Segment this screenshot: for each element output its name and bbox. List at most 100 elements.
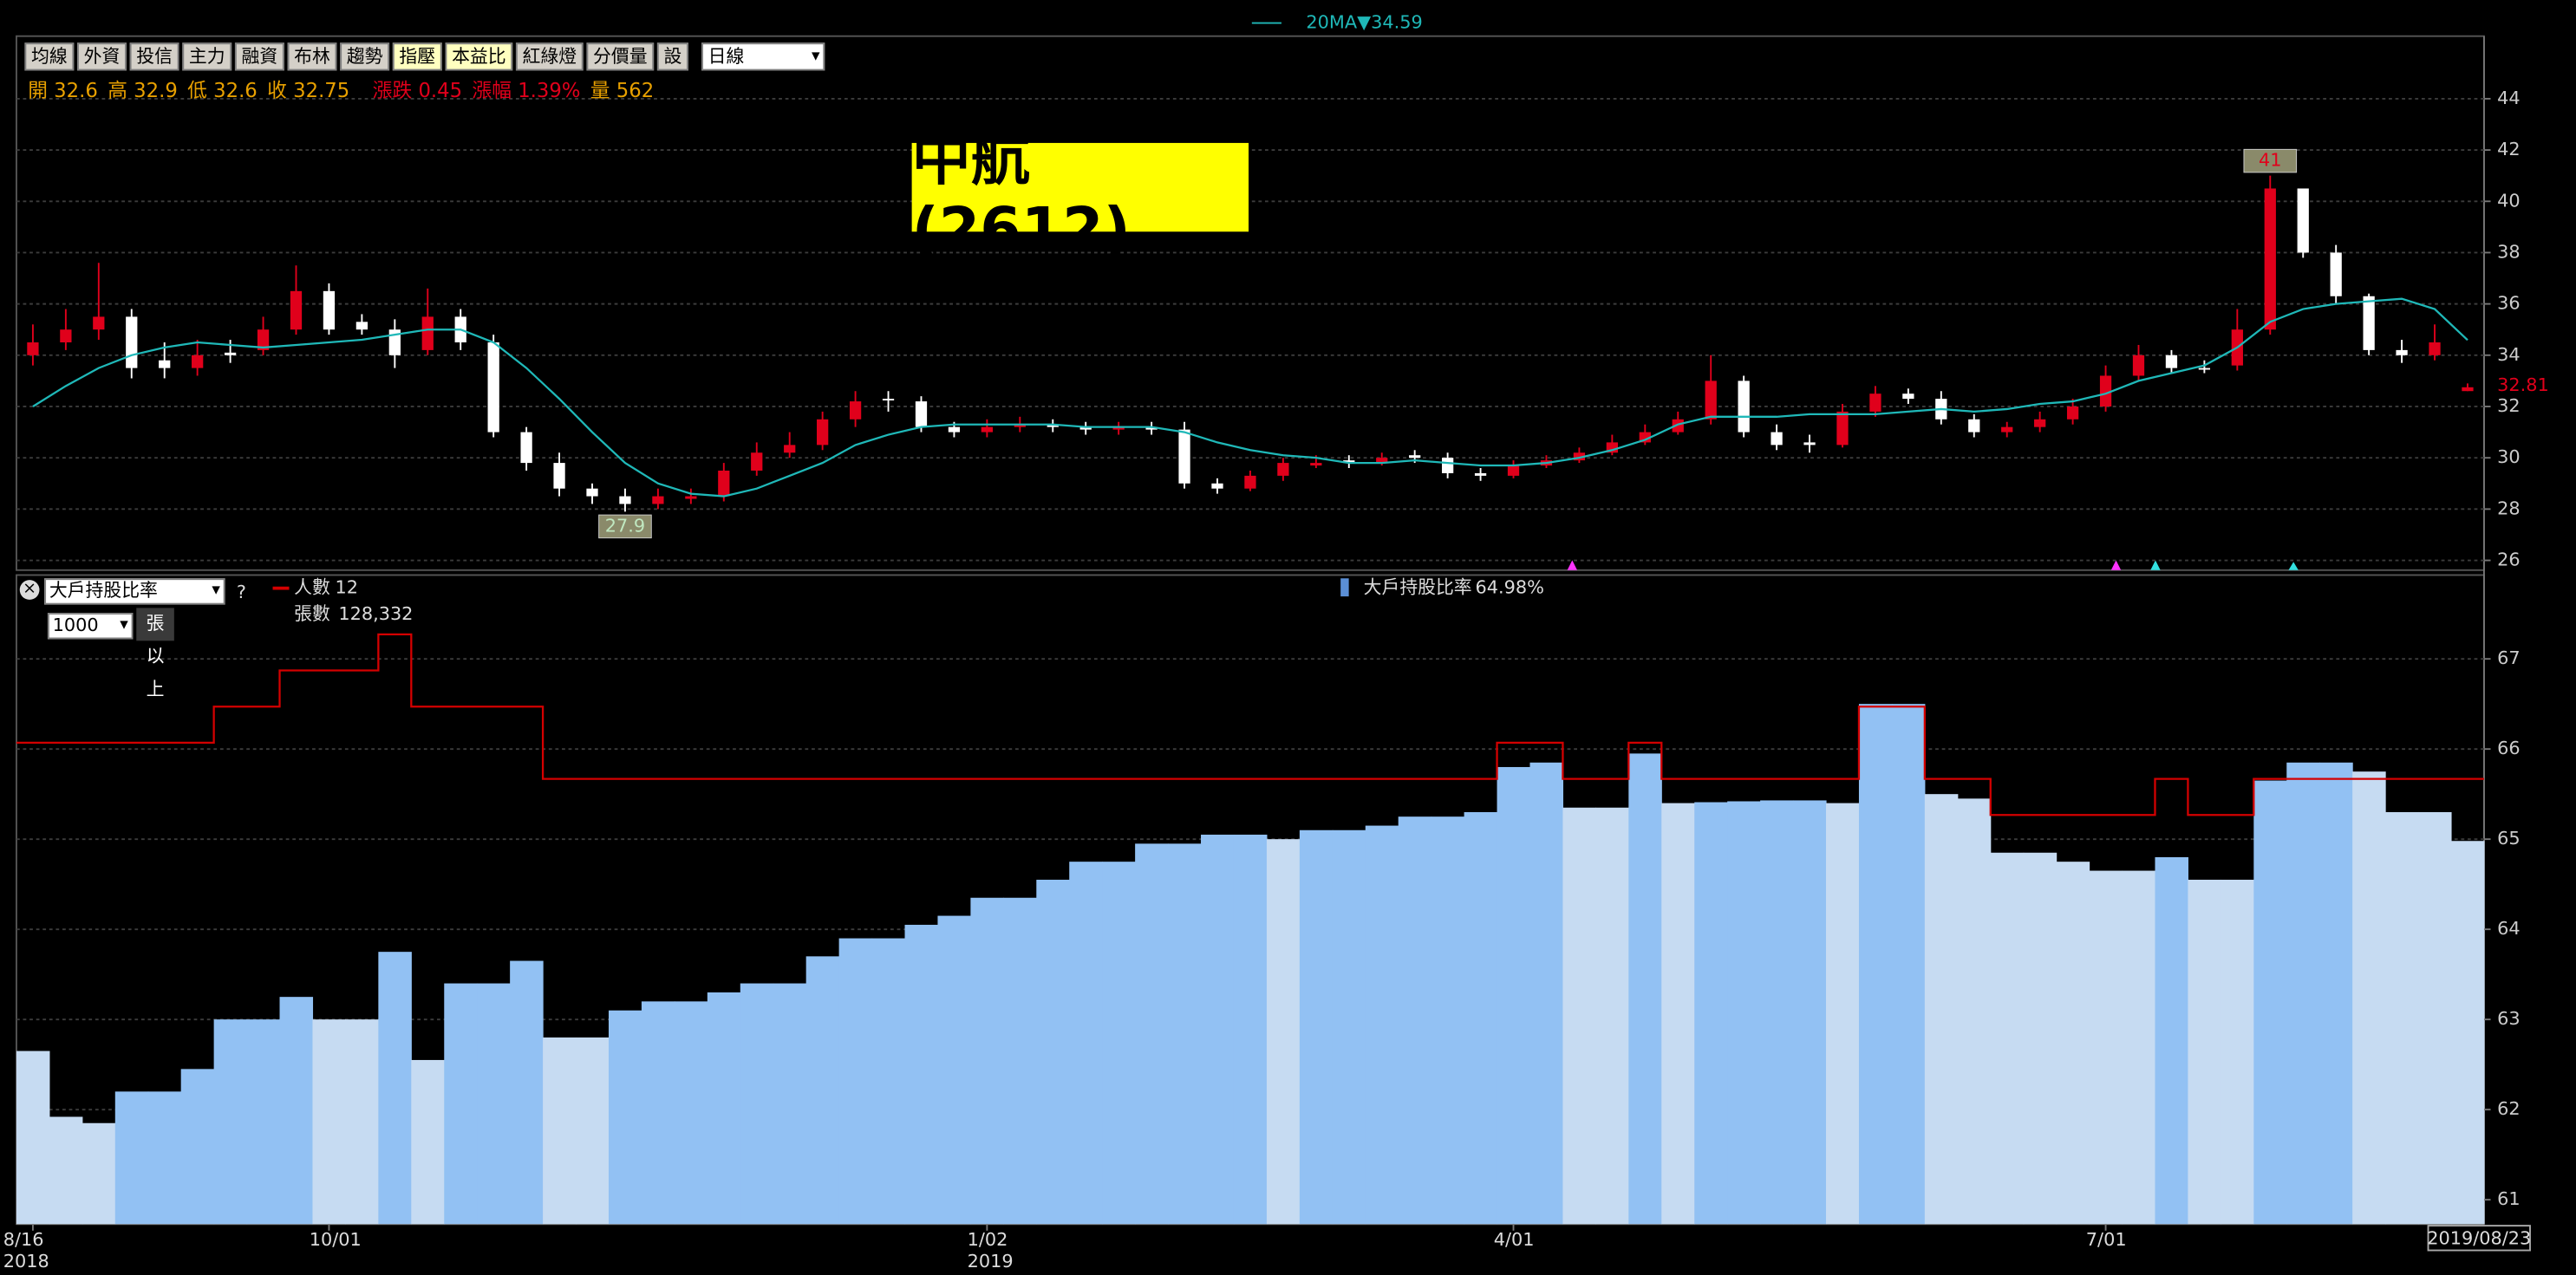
candle-body (751, 452, 763, 471)
holder-count-line (16, 633, 2484, 816)
candle-body (849, 401, 862, 420)
holding-step (1990, 852, 2025, 1225)
x-tick-label: 1/02 (968, 1229, 1008, 1250)
y-tick-label: 28 (2497, 498, 2521, 518)
indicator-select[interactable]: 大戶持股比率 (44, 578, 225, 605)
candle-body (1573, 452, 1586, 461)
y-tick-label: 65 (2497, 828, 2521, 849)
holding-step (1727, 801, 1761, 1225)
candle-body (1836, 411, 1849, 446)
candle-body (1145, 426, 1158, 430)
candle-body (1968, 419, 1980, 433)
toolbar-button[interactable]: 投信 (129, 42, 179, 71)
period-select[interactable]: 日線 (701, 42, 825, 71)
toolbar-button[interactable]: 紅綠燈 (515, 42, 584, 71)
date-box (2427, 1225, 2531, 1252)
toolbar-button[interactable]: 外資 (77, 42, 127, 71)
holding-step (246, 1019, 281, 1225)
y-tick-label: 36 (2497, 293, 2521, 314)
candle-body (718, 470, 730, 497)
threshold-select[interactable]: 1000 (47, 613, 134, 640)
toolbar-button[interactable]: 主力 (182, 42, 232, 71)
holding-step (1957, 798, 1992, 1225)
holding-step (1858, 704, 1893, 1225)
quote-field: 收 32.75 (267, 78, 350, 102)
holding-step (871, 938, 906, 1225)
candle-body (1277, 463, 1289, 476)
candle-body (553, 463, 565, 489)
candle-body (619, 496, 631, 504)
help-button[interactable]: ? (236, 582, 246, 603)
holding-step (1793, 800, 1827, 1225)
signal-marker (2288, 562, 2299, 570)
holding-step (2155, 856, 2188, 1225)
candle-body (1014, 424, 1026, 427)
holding-step (2122, 870, 2156, 1225)
holding-step (937, 915, 971, 1225)
y-tick-label: 61 (2497, 1188, 2521, 1209)
holding-step (2385, 811, 2419, 1225)
legend-label: 20MA (1306, 12, 1357, 33)
toolbar-button[interactable]: 趨勢 (340, 42, 390, 71)
y-tick-label: 26 (2497, 550, 2521, 570)
holding-step (805, 956, 840, 1225)
candle-body (1079, 426, 1092, 430)
toolbar-button[interactable]: 本益比 (445, 42, 513, 71)
holding-step (1036, 879, 1070, 1225)
extreme-label-box (598, 514, 652, 539)
y-tick-label: 66 (2497, 738, 2521, 758)
holding-step (1497, 766, 1531, 1225)
quote-field: 開 32.6 (28, 78, 98, 102)
holding-step (2319, 762, 2353, 1225)
holding-step (1924, 794, 1959, 1225)
toolbar-button[interactable]: 設 (656, 42, 688, 71)
toolbar-button[interactable]: 融資 (234, 42, 284, 71)
signal-marker (1567, 560, 1578, 570)
holding-step (1562, 807, 1596, 1225)
candle-body (224, 352, 237, 355)
candle-body (2264, 188, 2276, 330)
holding-step (49, 1116, 83, 1225)
candle-body (2034, 419, 2046, 427)
holding-step (378, 952, 412, 1225)
holding-step (2188, 879, 2221, 1225)
x-year-label: 2019 (968, 1251, 1014, 1272)
y-tick-label: 44 (2497, 88, 2521, 108)
candle-body (1343, 460, 1355, 464)
holding-step (1595, 807, 1629, 1225)
toolbar-button[interactable]: 分價量 (586, 42, 655, 71)
toolbar-button[interactable]: 指壓 (392, 42, 442, 71)
y-tick-label: 42 (2497, 139, 2521, 159)
candle-body (421, 316, 434, 350)
y-tick-label: 63 (2497, 1008, 2521, 1029)
candle-body (652, 496, 664, 504)
candle-body (586, 488, 598, 497)
candle-body (1178, 429, 1190, 484)
holding-step (2056, 862, 2090, 1225)
holding-step (1891, 704, 1926, 1225)
stock-title: 中航(2612) (911, 126, 1249, 263)
candle-body (1244, 475, 1256, 489)
close-button[interactable]: × (19, 580, 40, 600)
candle-body (2396, 349, 2408, 355)
extreme-label-box (2243, 148, 2298, 173)
holding-step (312, 1019, 346, 1225)
holding-step (147, 1091, 182, 1225)
holding-step (2352, 771, 2386, 1225)
candle-body (2462, 387, 2474, 392)
candle-body (93, 316, 105, 330)
toolbar-button[interactable]: 布林 (287, 42, 337, 71)
candle-body (2429, 342, 2441, 355)
candle-body (1803, 442, 1816, 446)
candle-body (1376, 458, 1388, 464)
candle-body (882, 399, 895, 401)
holding-step (1266, 839, 1301, 1225)
toolbar: 均線 外資 投信 主力 融資 布林 趨勢 指壓 本益比 紅綠燈 分價量設日線 (24, 42, 825, 71)
holding-step (213, 1019, 248, 1225)
x-tick-label: 7/01 (2086, 1229, 2127, 1250)
x-tick-label: 8/16 (3, 1229, 44, 1250)
candle-body (685, 496, 697, 499)
toolbar-button[interactable]: 均線 (24, 42, 75, 71)
y-tick-label: 38 (2497, 241, 2521, 262)
candle-body (1771, 432, 1783, 446)
